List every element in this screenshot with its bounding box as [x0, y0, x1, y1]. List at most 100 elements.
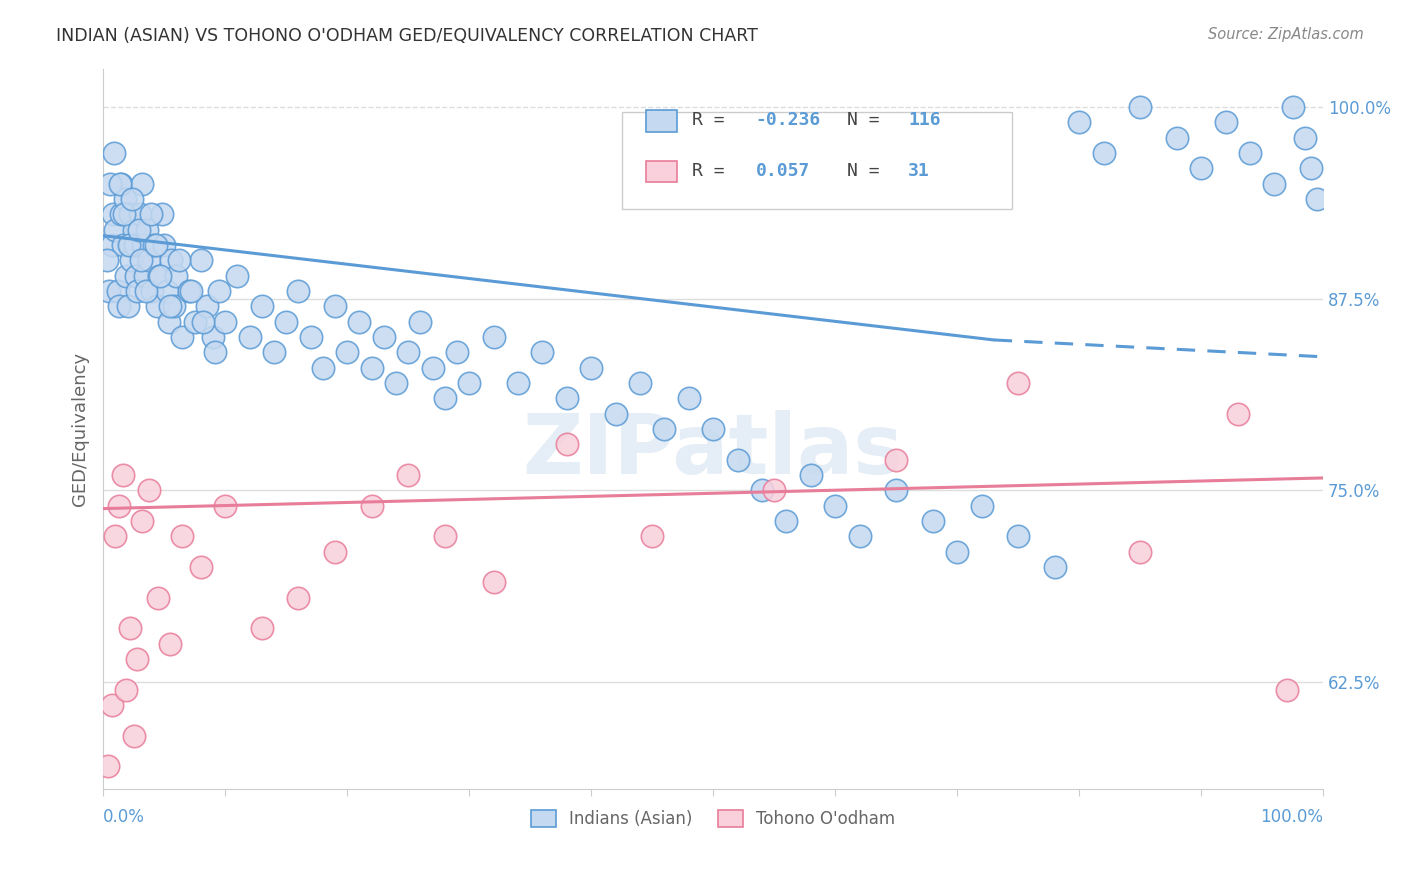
Point — [146, 591, 169, 605]
Point — [101, 207, 124, 221]
Point — [177, 284, 200, 298]
Point — [970, 499, 993, 513]
Point — [702, 422, 724, 436]
Point — [118, 207, 141, 221]
Point — [114, 192, 136, 206]
Point — [125, 268, 148, 283]
Point — [800, 467, 823, 482]
Point — [1239, 145, 1261, 160]
Point — [100, 238, 122, 252]
Legend: Indians (Asian), Tohono O'odham: Indians (Asian), Tohono O'odham — [524, 804, 901, 835]
Point — [1299, 161, 1322, 176]
Point — [127, 652, 149, 666]
Text: 100.0%: 100.0% — [1260, 807, 1323, 826]
Point — [96, 253, 118, 268]
Point — [336, 345, 359, 359]
Point — [1215, 115, 1237, 129]
Point — [1275, 682, 1298, 697]
Point — [134, 268, 156, 283]
FancyBboxPatch shape — [645, 161, 676, 182]
Point — [446, 345, 468, 359]
Point — [120, 253, 142, 268]
Point — [148, 268, 170, 283]
Point — [167, 253, 190, 268]
Point — [127, 284, 149, 298]
Point — [139, 207, 162, 221]
Point — [128, 207, 150, 221]
Point — [373, 330, 395, 344]
Point — [1306, 192, 1329, 206]
Point — [172, 529, 194, 543]
Point — [250, 621, 273, 635]
Point — [921, 514, 943, 528]
Point — [1189, 161, 1212, 176]
Point — [135, 284, 157, 298]
Point — [1007, 376, 1029, 390]
Point — [727, 452, 749, 467]
Point — [111, 238, 134, 252]
Point — [153, 238, 176, 252]
Point — [111, 467, 134, 482]
Point — [108, 299, 131, 313]
Point — [131, 177, 153, 191]
Point — [678, 391, 700, 405]
Point — [1263, 177, 1285, 191]
Point — [145, 238, 167, 252]
Point — [204, 345, 226, 359]
Point — [226, 268, 249, 283]
Point — [396, 467, 419, 482]
Point — [848, 529, 870, 543]
Point — [138, 483, 160, 498]
Point — [433, 391, 456, 405]
Point — [108, 499, 131, 513]
Point — [118, 238, 141, 252]
Point — [115, 268, 138, 283]
Point — [190, 253, 212, 268]
Point — [159, 299, 181, 313]
Point — [136, 222, 159, 236]
Text: N =: N = — [848, 112, 891, 129]
Point — [121, 192, 143, 206]
FancyBboxPatch shape — [645, 111, 676, 132]
Point — [422, 360, 444, 375]
Point — [555, 391, 578, 405]
Point — [276, 314, 298, 328]
Point — [1069, 115, 1091, 129]
Point — [433, 529, 456, 543]
Point — [287, 591, 309, 605]
Point — [360, 499, 382, 513]
Point — [385, 376, 408, 390]
Point — [349, 314, 371, 328]
Point — [323, 299, 346, 313]
Point — [103, 145, 125, 160]
Point — [129, 253, 152, 268]
Point — [1129, 100, 1152, 114]
Point — [579, 360, 602, 375]
Point — [143, 238, 166, 252]
Point — [180, 284, 202, 298]
Text: Source: ZipAtlas.com: Source: ZipAtlas.com — [1208, 27, 1364, 42]
Point — [193, 314, 215, 328]
Point — [128, 222, 150, 236]
Point — [482, 330, 505, 344]
Point — [159, 636, 181, 650]
Point — [506, 376, 529, 390]
Text: N =: N = — [848, 161, 891, 180]
Point — [238, 330, 260, 344]
Point — [195, 299, 218, 313]
Point — [287, 284, 309, 298]
Point — [124, 238, 146, 252]
Point — [100, 698, 122, 712]
Point — [641, 529, 664, 543]
Point — [884, 452, 907, 467]
Point — [201, 330, 224, 344]
Text: 0.057: 0.057 — [756, 161, 810, 180]
Point — [946, 544, 969, 558]
Point — [208, 284, 231, 298]
Point — [118, 238, 141, 252]
Point — [531, 345, 554, 359]
Point — [396, 345, 419, 359]
Point — [482, 575, 505, 590]
Point — [1092, 145, 1115, 160]
Point — [157, 314, 180, 328]
